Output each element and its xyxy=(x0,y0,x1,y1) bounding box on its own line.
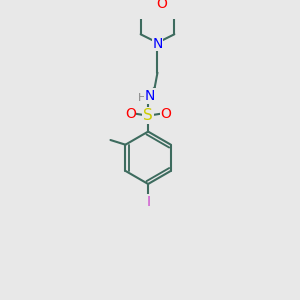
Text: I: I xyxy=(146,195,150,209)
Text: N: N xyxy=(152,37,163,51)
Text: N: N xyxy=(145,89,155,103)
Text: S: S xyxy=(143,108,153,123)
Text: O: O xyxy=(160,107,171,121)
Text: H: H xyxy=(137,93,146,103)
Text: O: O xyxy=(156,0,167,11)
Text: O: O xyxy=(125,107,136,121)
